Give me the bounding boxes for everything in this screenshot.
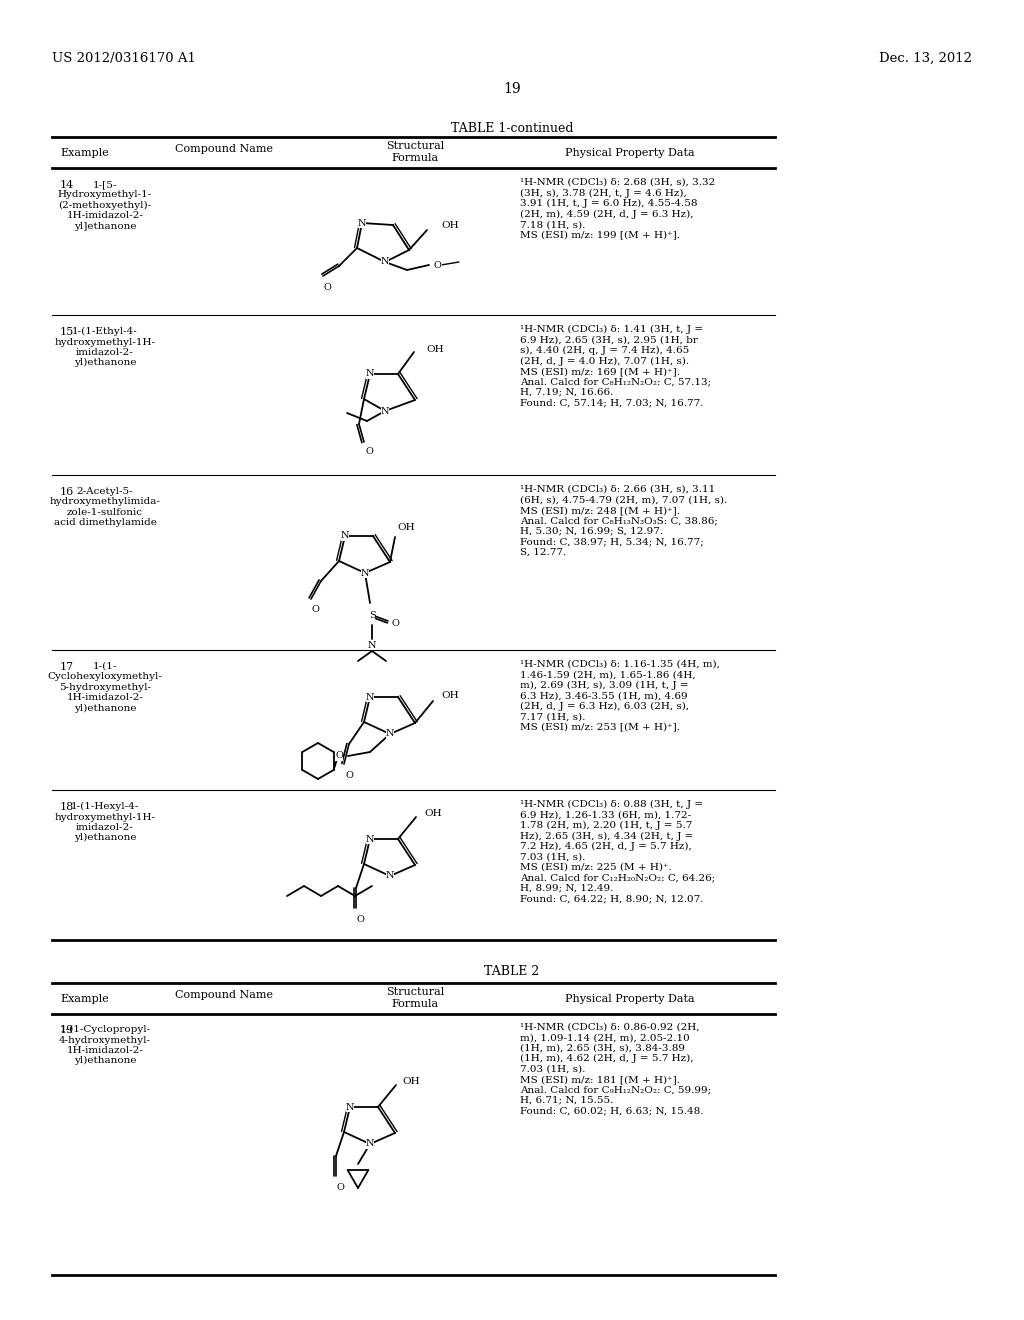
Text: N: N xyxy=(366,834,374,843)
Text: O: O xyxy=(434,260,442,269)
Text: ¹H-NMR (CDCl₃) δ: 0.88 (3H, t, J =
6.9 Hz), 1.26-1.33 (6H, m), 1.72-
1.78 (2H, m: ¹H-NMR (CDCl₃) δ: 0.88 (3H, t, J = 6.9 H… xyxy=(520,800,715,903)
Text: 1-(1-
Cyclohexyloxymethyl-
5-hydroxymethyl-
1H-imidazol-2-
yl)ethanone: 1-(1- Cyclohexyloxymethyl- 5-hydroxymeth… xyxy=(47,663,163,713)
Text: ¹H-NMR (CDCl₃) δ: 2.68 (3H, s), 3.32
(3H, s), 3.78 (2H, t, J = 4.6 Hz),
3.91 (1H: ¹H-NMR (CDCl₃) δ: 2.68 (3H, s), 3.32 (3H… xyxy=(520,178,715,239)
Text: N: N xyxy=(366,1139,374,1148)
Text: OH: OH xyxy=(402,1077,420,1085)
Text: 2-Acetyl-5-
hydroxymethylimida-
zole-1-sulfonic
acid dimethylamide: 2-Acetyl-5- hydroxymethylimida- zole-1-s… xyxy=(49,487,161,527)
Text: 14: 14 xyxy=(60,180,75,190)
Text: N: N xyxy=(341,532,349,540)
Text: US 2012/0316170 A1: US 2012/0316170 A1 xyxy=(52,51,196,65)
Text: O: O xyxy=(392,619,400,627)
Text: ¹H-NMR (CDCl₃) δ: 2.66 (3H, s), 3.11
(6H, s), 4.75-4.79 (2H, m), 7.07 (1H, s).
M: ¹H-NMR (CDCl₃) δ: 2.66 (3H, s), 3.11 (6H… xyxy=(520,484,727,557)
Text: O: O xyxy=(366,447,373,457)
Text: Physical Property Data: Physical Property Data xyxy=(565,148,695,158)
Text: O: O xyxy=(335,751,343,760)
Text: O: O xyxy=(336,1184,344,1192)
Text: 16: 16 xyxy=(60,487,75,498)
Text: 19: 19 xyxy=(60,1026,75,1035)
Text: N: N xyxy=(366,693,374,701)
Text: ¹H-NMR (CDCl₃) δ: 1.16-1.35 (4H, m),
1.46-1.59 (2H, m), 1.65-1.86 (4H,
m), 2.69 : ¹H-NMR (CDCl₃) δ: 1.16-1.35 (4H, m), 1.4… xyxy=(520,660,720,731)
Text: N: N xyxy=(366,370,374,379)
Text: N: N xyxy=(346,1102,354,1111)
Text: Example: Example xyxy=(60,994,109,1005)
Text: O: O xyxy=(311,605,318,614)
Text: 18: 18 xyxy=(60,803,75,812)
Text: Example: Example xyxy=(60,148,109,158)
Text: Compound Name: Compound Name xyxy=(175,144,273,154)
Text: N: N xyxy=(360,569,370,578)
Text: OH: OH xyxy=(397,523,415,532)
Text: 19: 19 xyxy=(503,82,521,96)
Text: OH: OH xyxy=(441,692,459,701)
Text: Formula: Formula xyxy=(391,153,438,162)
Text: Structural: Structural xyxy=(386,141,444,150)
Text: TABLE 1-continued: TABLE 1-continued xyxy=(451,121,573,135)
Text: O: O xyxy=(323,284,331,293)
Text: O: O xyxy=(345,771,353,780)
Text: N: N xyxy=(386,871,394,880)
Text: Compound Name: Compound Name xyxy=(175,990,273,1001)
Text: Physical Property Data: Physical Property Data xyxy=(565,994,695,1005)
Text: TABLE 2: TABLE 2 xyxy=(484,965,540,978)
Text: 1-(1-Cyclopropyl-
4-hydroxymethyl-
1H-imidazol-2-
yl)ethanone: 1-(1-Cyclopropyl- 4-hydroxymethyl- 1H-im… xyxy=(59,1026,151,1065)
Text: ¹H-NMR (CDCl₃) δ: 1.41 (3H, t, J =
6.9 Hz), 2.65 (3H, s), 2.95 (1H, br
s), 4.40 : ¹H-NMR (CDCl₃) δ: 1.41 (3H, t, J = 6.9 H… xyxy=(520,325,711,408)
Text: N: N xyxy=(368,640,376,649)
Text: 15: 15 xyxy=(60,327,75,337)
Text: Formula: Formula xyxy=(391,999,438,1008)
Text: ¹H-NMR (CDCl₃) δ: 0.86-0.92 (2H,
m), 1.09-1.14 (2H, m), 2.05-2.10
(1H, m), 2.65 : ¹H-NMR (CDCl₃) δ: 0.86-0.92 (2H, m), 1.0… xyxy=(520,1023,711,1115)
Text: Dec. 13, 2012: Dec. 13, 2012 xyxy=(879,51,972,65)
Text: OH: OH xyxy=(424,809,441,818)
Text: N: N xyxy=(381,407,389,416)
Text: O: O xyxy=(356,916,364,924)
Text: S: S xyxy=(369,610,376,619)
Text: 1-(1-Hexyl-4-
hydroxymethyl-1H-
imidazol-2-
yl)ethanone: 1-(1-Hexyl-4- hydroxymethyl-1H- imidazol… xyxy=(54,803,156,842)
Text: N: N xyxy=(357,219,367,227)
Text: 17: 17 xyxy=(60,663,74,672)
Text: 1-[5-
Hydroxymethyl-1-
(2-methoxyethyl)-
1H-imidazol-2-
yl]ethanone: 1-[5- Hydroxymethyl-1- (2-methoxyethyl)-… xyxy=(58,180,153,231)
Text: OH: OH xyxy=(441,220,459,230)
Text: N: N xyxy=(381,257,389,267)
Text: Structural: Structural xyxy=(386,987,444,997)
Text: OH: OH xyxy=(426,345,443,354)
Text: 1-(1-Ethyl-4-
hydroxymethyl-1H-
imidazol-2-
yl)ethanone: 1-(1-Ethyl-4- hydroxymethyl-1H- imidazol… xyxy=(54,327,156,367)
Text: N: N xyxy=(386,730,394,738)
